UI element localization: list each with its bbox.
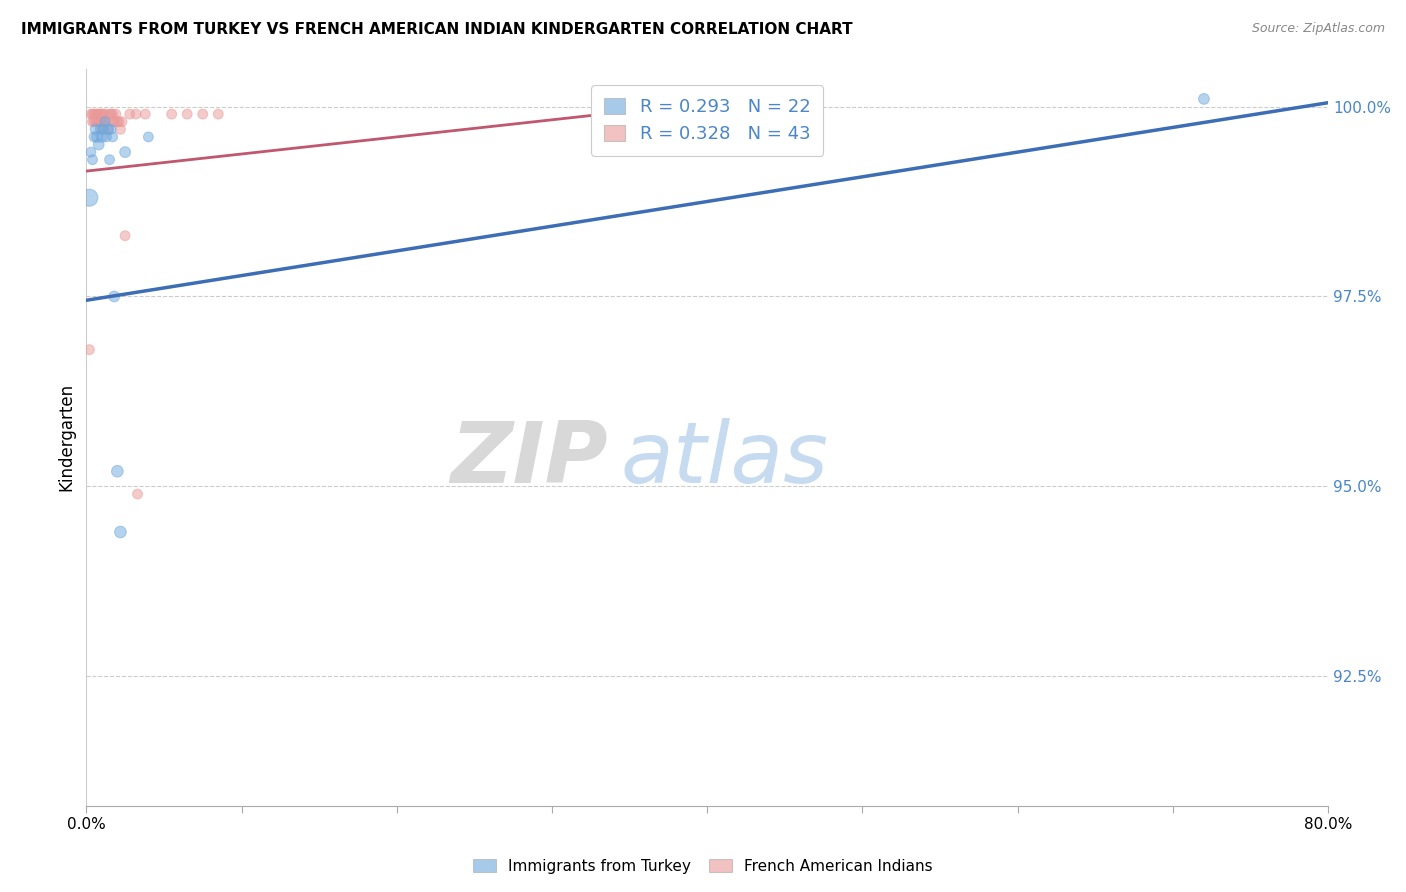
Point [86, 107, 108, 121]
Point [110, 524, 132, 539]
Point [87, 114, 110, 128]
Point [111, 114, 134, 128]
Point [79, 191, 101, 205]
Point [134, 107, 156, 121]
Text: ZIP: ZIP [450, 417, 607, 500]
Point [207, 107, 229, 121]
Point [79, 343, 101, 357]
Point [97, 122, 120, 136]
Point [93, 107, 115, 121]
Point [96, 129, 118, 144]
Point [80, 145, 103, 160]
Point [650, 92, 672, 106]
Point [105, 464, 128, 478]
Point [104, 107, 127, 121]
Point [114, 145, 136, 160]
Legend: R = 0.293   N = 22, R = 0.328   N = 43: R = 0.293 N = 22, R = 0.328 N = 43 [591, 85, 824, 156]
Point [89, 114, 111, 128]
Point [101, 107, 124, 121]
Point [89, 107, 111, 121]
Point [82, 114, 104, 128]
Point [100, 107, 122, 121]
Point [87, 107, 110, 121]
Point [138, 129, 160, 144]
Point [125, 107, 148, 121]
Point [94, 107, 117, 121]
Point [100, 122, 122, 136]
Point [160, 107, 183, 121]
Point [97, 122, 120, 136]
Point [93, 122, 115, 136]
Point [191, 107, 214, 121]
Point [93, 114, 115, 128]
Point [96, 114, 118, 128]
Legend: Immigrants from Turkey, French American Indians: Immigrants from Turkey, French American … [467, 853, 939, 880]
Point [82, 107, 104, 121]
Point [90, 129, 112, 144]
Point [86, 129, 108, 144]
Point [80, 107, 103, 121]
Point [110, 122, 132, 136]
Point [98, 107, 121, 121]
Point [105, 114, 128, 128]
Point [84, 122, 107, 136]
Point [83, 114, 105, 128]
Point [176, 107, 198, 121]
Y-axis label: Kindergarten: Kindergarten [58, 383, 75, 491]
Point [1192, 92, 1215, 106]
Text: Source: ZipAtlas.com: Source: ZipAtlas.com [1251, 22, 1385, 36]
Point [90, 107, 112, 121]
Point [90, 122, 112, 136]
Point [83, 107, 105, 121]
Text: atlas: atlas [620, 417, 828, 500]
Point [89, 122, 111, 136]
Point [94, 114, 117, 128]
Point [82, 153, 104, 167]
Point [101, 114, 124, 128]
Point [98, 153, 121, 167]
Point [114, 228, 136, 243]
Point [727, 92, 749, 106]
Point [87, 137, 110, 152]
Text: IMMIGRANTS FROM TURKEY VS FRENCH AMERICAN INDIAN KINDERGARTEN CORRELATION CHART: IMMIGRANTS FROM TURKEY VS FRENCH AMERICA… [21, 22, 852, 37]
Point [83, 129, 105, 144]
Point [84, 107, 107, 121]
Point [90, 114, 112, 128]
Point [108, 114, 131, 128]
Point [101, 129, 124, 144]
Point [86, 114, 108, 128]
Point [118, 107, 141, 121]
Point [103, 289, 125, 303]
Point [84, 114, 107, 128]
Point [103, 114, 125, 128]
Point [127, 487, 149, 501]
